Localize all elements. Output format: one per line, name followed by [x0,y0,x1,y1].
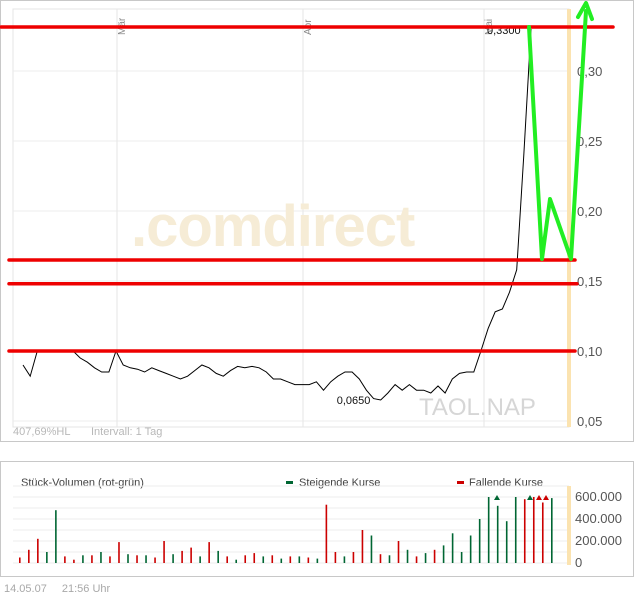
volume-bar [118,542,120,563]
volume-bar [145,555,147,563]
price-series-line [22,28,532,401]
volume-y-tick-label-0: 600.000 [575,489,622,504]
ticker-label: TAOL.NAP [419,394,536,421]
volume-bar [172,554,174,563]
volume-bar [73,559,75,563]
volume-bar [379,554,382,563]
volume-bar [82,555,84,563]
volume-bar [370,535,373,563]
volume-bar [100,552,102,563]
volume-bar [406,549,409,563]
volume-bar [514,497,517,563]
volume-y-tick-label-1: 400.000 [575,511,622,526]
info-hl: 407,69%HL [13,426,71,438]
volume-peak-arrow-1 [527,495,533,500]
volume-bar [541,502,544,563]
volume-bar [199,556,201,563]
volume-bar [19,557,21,563]
watermark: .comdirect [131,194,415,259]
volume-bar [280,558,283,563]
legend-up-swatch [286,481,293,484]
volume-bar [469,535,472,563]
volume-bar [343,556,346,563]
volume-bar [415,556,418,563]
volume-bar [37,538,39,563]
volume-bar [262,556,265,563]
volume-current-day-marker [567,486,571,565]
legend-up-label: Steigende Kurse [299,477,380,489]
volume-bar [298,556,301,563]
y-tick-label-4: 0,10 [577,344,602,359]
footer-time: 21:56 Uhr [61,583,111,595]
volume-y-tick-label-2: 200.000 [575,533,622,548]
volume-bar [388,555,391,563]
footer: 14.05.07 21:56 Uhr [4,583,122,595]
green-arrow-head [576,1,594,21]
footer-date: 14.05.07 [4,583,47,595]
volume-title: Stück-Volumen (rot-grün) [21,477,144,489]
volume-y-tick-label-3: 0 [575,555,582,570]
volume-bar [551,498,553,563]
info-interval: Intervall: 1 Tag [91,426,162,438]
volume-bar [334,552,337,563]
volume-bar [460,552,463,563]
y-tick-label-2: 0,20 [577,204,602,219]
current-day-marker [567,9,571,427]
volume-bar [163,541,165,563]
volume-bar [442,545,445,563]
volume-bar [127,554,129,563]
low-value-label: 0,0650 [337,395,371,407]
volume-bar [208,542,210,563]
price-chart-panel: MärAprMai.comdirectTAOL.NAP407,69%HLInte… [0,0,634,442]
volume-bar [496,505,499,563]
volume-bar [46,552,48,563]
legend-down-label: Fallende Kurse [469,477,543,489]
volume-bar [226,556,228,563]
volume-bar [136,555,138,563]
volume-bar [451,533,454,563]
volume-bar [190,547,192,563]
volume-bar [289,556,292,563]
volume-chart: Stück-Volumen (rot-grün) Steigende Kurse F… [13,477,622,570]
volume-bar [523,499,526,563]
volume-bar [505,521,508,563]
volume-bar [235,559,238,563]
volume-peak-arrow-2 [536,495,542,500]
volume-bar [361,530,364,563]
volume-bar [316,558,319,563]
volume-bar [181,550,183,563]
green-arrow-line [527,9,588,261]
volume-bar [325,504,328,563]
volume-bar [28,549,30,563]
volume-bar [397,541,400,563]
volume-bar [109,556,111,563]
volume-bar [433,549,436,563]
y-tick-label-1: 0,25 [577,134,602,149]
volume-peak-arrow-3 [543,495,549,500]
volume-bar [307,557,310,563]
volume-bar [64,556,66,563]
legend-down-swatch [457,481,464,484]
volume-bar [532,497,535,563]
volume-chart-panel: Stück-Volumen (rot-grün) Steigende Kurse F… [0,461,634,577]
volume-peak-arrow-0 [494,495,500,500]
plot-area [12,8,570,428]
volume-bar [352,552,355,563]
price-chart: MärAprMai.comdirectTAOL.NAP407,69%HLInte… [0,1,615,438]
volume-bar [424,553,427,563]
volume-bar [487,497,490,563]
volume-bar [91,555,93,563]
volume-bar [217,550,219,563]
volume-bar [55,510,57,563]
volume-bar [244,555,247,563]
volume-bar [154,557,156,563]
y-tick-label-3: 0,15 [577,274,602,289]
volume-bar [271,555,274,563]
volume-bar [253,553,256,563]
y-tick-label-5: 0,05 [577,414,602,429]
volume-bar [478,519,481,563]
